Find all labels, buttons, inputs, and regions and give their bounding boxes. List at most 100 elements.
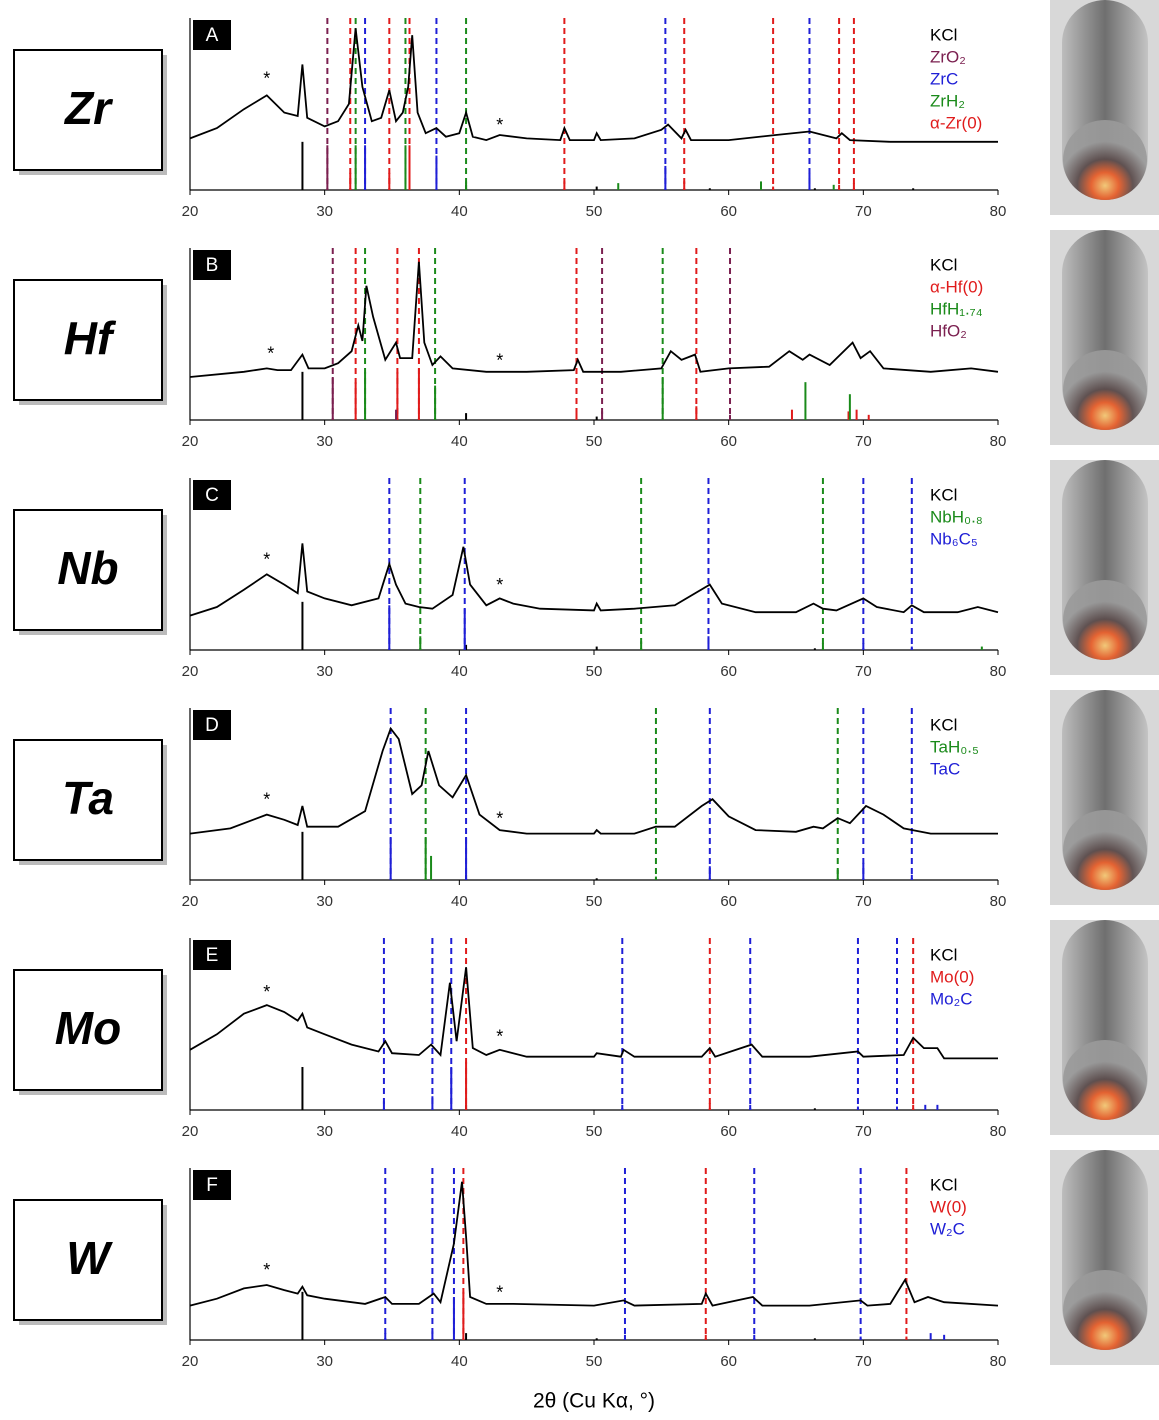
x-tick-label: 80 xyxy=(990,1123,1007,1140)
x-tick-label: 20 xyxy=(182,203,199,220)
legend-entry: ZrH₂ xyxy=(930,91,965,110)
legend-entry: Mo(0) xyxy=(930,967,974,986)
x-tick-label: 60 xyxy=(720,203,737,220)
legend-entry: α-Zr(0) xyxy=(930,113,982,132)
panel-letter: E xyxy=(206,945,219,966)
legend-entry: TaH₀.₅ xyxy=(930,737,979,756)
x-tick-label: 80 xyxy=(990,893,1007,910)
photo-glow xyxy=(1063,810,1147,890)
panel-letter: C xyxy=(205,485,219,506)
annotation: * xyxy=(496,1282,503,1302)
annotation: * xyxy=(263,69,270,89)
legend-entry: W(0) xyxy=(930,1197,967,1216)
legend-entry: KCl xyxy=(930,715,957,734)
x-tick-label: 20 xyxy=(182,433,199,450)
panel-letter-box xyxy=(193,250,231,280)
x-tick-label: 80 xyxy=(990,433,1007,450)
element-label: W xyxy=(66,1232,113,1284)
x-tick-label: 40 xyxy=(451,203,468,220)
x-tick-label: 60 xyxy=(720,893,737,910)
x-tick-label: 50 xyxy=(586,1353,603,1370)
xrd-pattern xyxy=(189,967,998,1060)
x-tick-label: 80 xyxy=(990,203,1007,220)
panel-letter-box xyxy=(193,940,231,970)
legend-entry: KCl xyxy=(930,485,957,504)
panel-letter: F xyxy=(206,1175,218,1196)
photo-glow xyxy=(1063,1040,1147,1120)
x-tick-label: 70 xyxy=(855,203,872,220)
panel-letter-box xyxy=(193,1170,231,1200)
element-box xyxy=(13,969,163,1091)
xrd-pattern xyxy=(189,261,999,378)
x-tick-label: 70 xyxy=(855,893,872,910)
panel-letter-box xyxy=(193,20,231,50)
x-tick-label: 30 xyxy=(316,1353,333,1370)
x-tick-label: 50 xyxy=(586,203,603,220)
x-tick-label: 60 xyxy=(720,1123,737,1140)
x-tick-label: 30 xyxy=(316,893,333,910)
element-box xyxy=(13,1199,163,1321)
annotation: * xyxy=(496,809,503,829)
annotation: * xyxy=(496,1027,503,1047)
legend-entry: HfH₁.₇₄ xyxy=(930,299,983,318)
panel-letter: B xyxy=(206,255,219,276)
annotation: * xyxy=(496,575,503,595)
panel-letter-box xyxy=(193,480,231,510)
element-box xyxy=(13,279,163,401)
photo-glow xyxy=(1063,1270,1147,1350)
x-tick-label: 60 xyxy=(720,433,737,450)
legend-entry: KCl xyxy=(930,25,957,44)
xrd-pattern xyxy=(189,726,998,835)
xrd-pattern xyxy=(189,543,999,617)
element-label: Mo xyxy=(55,1002,121,1054)
element-label: Hf xyxy=(64,312,117,364)
legend-entry: TaC xyxy=(930,759,960,778)
x-tick-label: 20 xyxy=(182,1353,199,1370)
x-tick-label: 80 xyxy=(990,1353,1007,1370)
photo-glow xyxy=(1063,580,1147,660)
x-tick-label: 40 xyxy=(451,1353,468,1370)
x-tick-label: 70 xyxy=(855,1123,872,1140)
x-tick-label: 40 xyxy=(451,433,468,450)
x-tick-label: 60 xyxy=(720,1353,737,1370)
legend-entry: Nb₆C₅ xyxy=(930,529,978,548)
xrd-pattern xyxy=(189,1181,999,1307)
legend-entry: ZrC xyxy=(930,69,958,88)
annotation: * xyxy=(263,982,270,1002)
x-tick-label: 20 xyxy=(182,663,199,680)
annotation: * xyxy=(263,790,270,810)
x-tick-label: 60 xyxy=(720,663,737,680)
legend-entry: α-Hf(0) xyxy=(930,277,983,296)
legend-entry: KCl xyxy=(930,255,957,274)
legend-entry: KCl xyxy=(930,1175,957,1194)
legend-entry: KCl xyxy=(930,945,957,964)
x-tick-label: 50 xyxy=(586,1123,603,1140)
annotation: * xyxy=(267,343,274,363)
x-tick-label: 30 xyxy=(316,1123,333,1140)
x-tick-label: 40 xyxy=(451,893,468,910)
panel-letter: A xyxy=(206,25,219,46)
x-axis-label: 2θ (Cu Kα, °) xyxy=(533,1390,655,1413)
annotation: * xyxy=(496,115,503,135)
element-box xyxy=(13,49,163,171)
x-tick-label: 40 xyxy=(451,663,468,680)
element-label: Zr xyxy=(63,82,113,134)
photo-glow xyxy=(1063,120,1147,200)
x-tick-label: 30 xyxy=(316,433,333,450)
element-label: Nb xyxy=(57,542,118,594)
x-tick-label: 70 xyxy=(855,663,872,680)
x-tick-label: 30 xyxy=(316,663,333,680)
x-tick-label: 20 xyxy=(182,1123,199,1140)
legend-entry: ZrO₂ xyxy=(930,47,966,66)
x-tick-label: 40 xyxy=(451,1123,468,1140)
x-tick-label: 70 xyxy=(855,1353,872,1370)
legend-entry: W₂C xyxy=(930,1219,965,1238)
x-tick-label: 80 xyxy=(990,663,1007,680)
x-tick-label: 50 xyxy=(586,893,603,910)
legend-entry: Mo₂C xyxy=(930,989,973,1008)
xrd-pattern xyxy=(189,28,998,143)
annotation: * xyxy=(496,350,503,370)
x-tick-label: 50 xyxy=(586,663,603,680)
element-box xyxy=(13,739,163,861)
element-box xyxy=(13,509,163,631)
